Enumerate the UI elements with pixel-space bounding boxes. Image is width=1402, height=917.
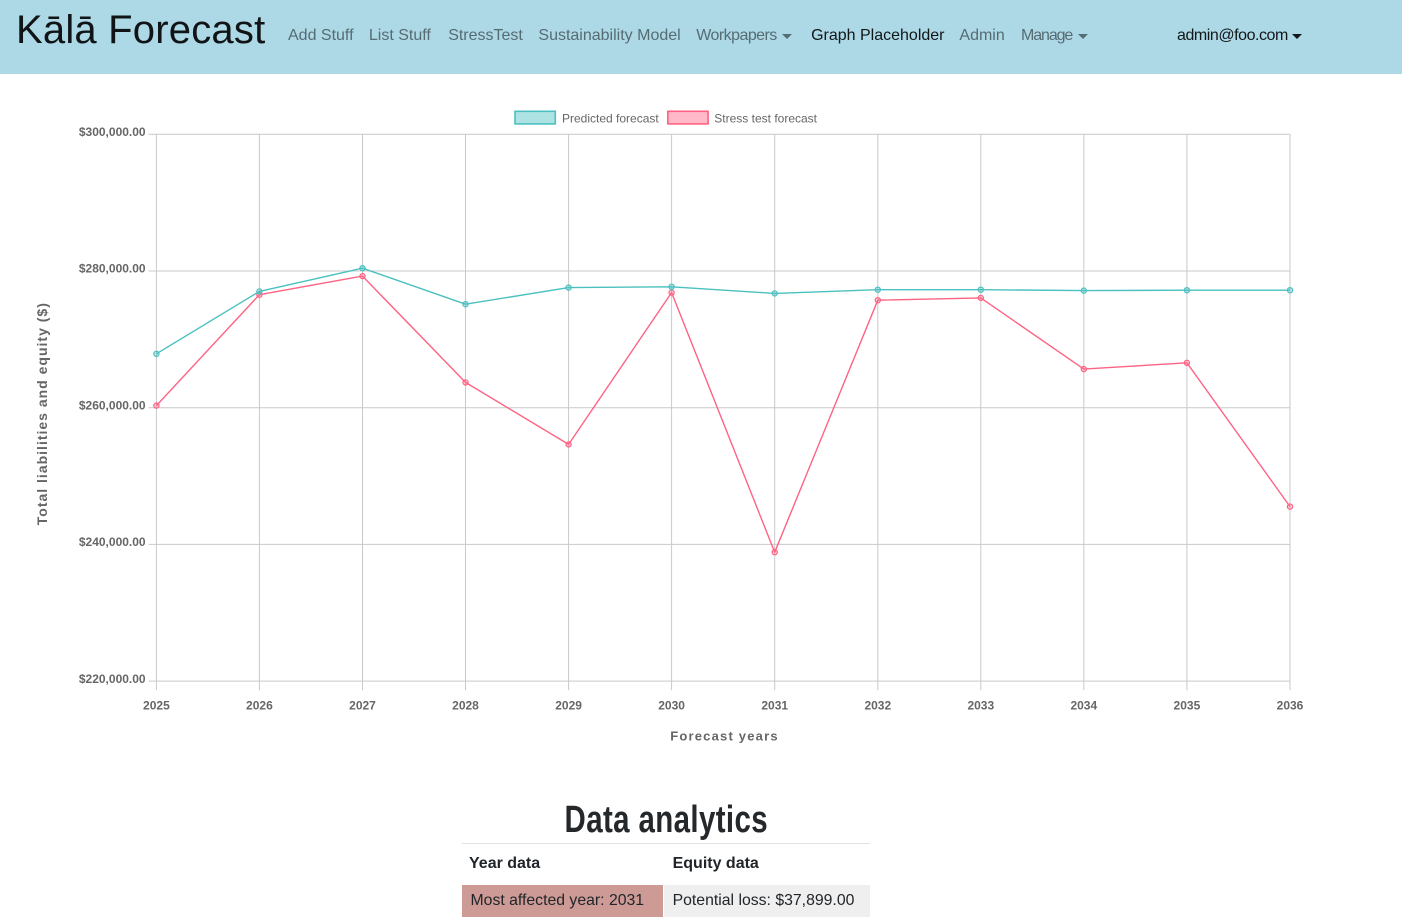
svg-text:$240,000.00: $240,000.00 [79,535,146,549]
svg-text:2029: 2029 [555,699,582,713]
svg-text:Predicted forecast: Predicted forecast [562,111,659,125]
svg-text:2035: 2035 [1174,699,1201,713]
svg-text:2032: 2032 [864,699,891,713]
svg-text:Total liabilities and equity (: Total liabilities and equity ($) [34,302,50,525]
svg-text:$280,000.00: $280,000.00 [79,262,146,276]
svg-text:Stress test forecast: Stress test forecast [714,111,817,125]
svg-text:2027: 2027 [349,699,376,713]
svg-text:2034: 2034 [1070,699,1097,713]
svg-text:Forecast years: Forecast years [670,728,779,743]
svg-text:$260,000.00: $260,000.00 [79,398,146,412]
svg-text:2028: 2028 [452,699,479,713]
svg-text:$220,000.00: $220,000.00 [79,672,146,686]
svg-text:$300,000.00: $300,000.00 [79,125,146,139]
svg-text:2025: 2025 [143,699,170,713]
svg-text:2033: 2033 [967,699,994,713]
svg-text:2026: 2026 [246,699,273,713]
svg-text:2031: 2031 [761,699,788,713]
svg-text:2030: 2030 [658,699,685,713]
svg-text:2036: 2036 [1277,699,1304,713]
